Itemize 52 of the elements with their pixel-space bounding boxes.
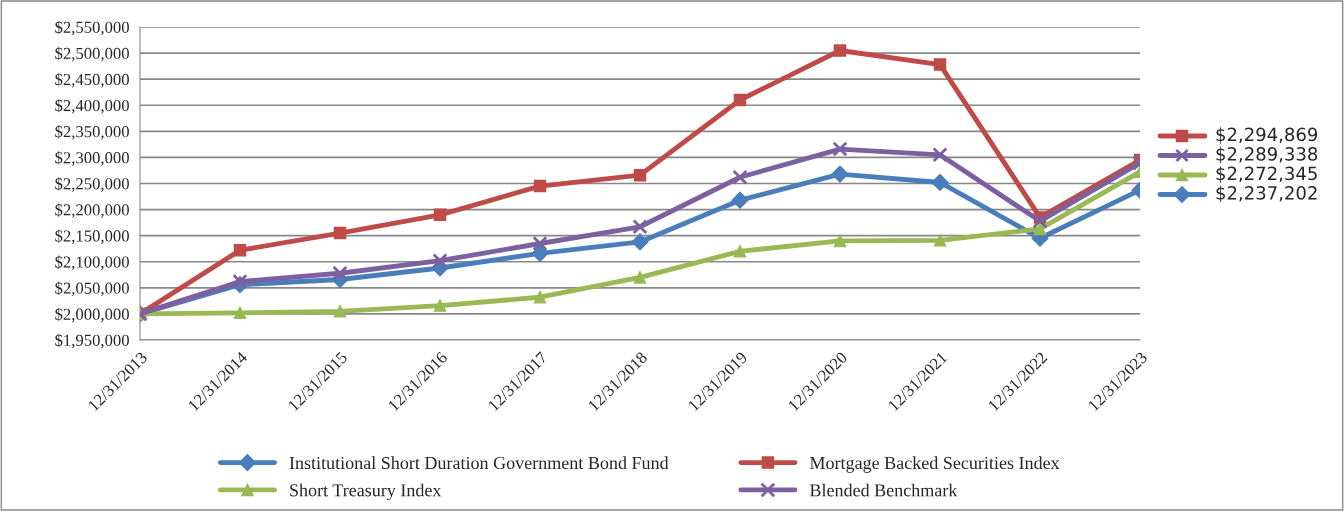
point (633, 271, 647, 284)
point (933, 58, 947, 71)
text: $2,289,338 (1216, 146, 1318, 164)
point (833, 234, 847, 248)
y-tick-label: $2,200,000 (55, 203, 129, 218)
y-tick-label: $2,350,000 (55, 125, 129, 140)
point (433, 208, 447, 222)
point (532, 235, 548, 252)
point (233, 244, 247, 257)
legend-label: Mortgage Backed Securities Index (809, 456, 1060, 473)
y-tick-label: $2,250,000 (55, 177, 129, 192)
text: $2,272,345 (1216, 166, 1317, 183)
point (731, 191, 749, 209)
point (533, 290, 547, 304)
point (632, 219, 648, 235)
y-tick-label: $2,300,000 (55, 151, 129, 166)
y-tick-label: $2,000,000 (55, 307, 129, 323)
point (631, 233, 649, 251)
y-tick-label: $2,550,000 (55, 20, 129, 36)
legend-label: Blended Benchmark (809, 483, 958, 497)
y-tick-label: $2,450,000 (55, 72, 129, 88)
point (833, 44, 847, 57)
point (832, 141, 848, 157)
text: $2,294,869 (1216, 127, 1318, 144)
point (1032, 213, 1048, 229)
point (432, 253, 448, 269)
point (733, 245, 747, 258)
legend-label: Institutional Short Duration Government Bond Fund (289, 456, 669, 470)
point (533, 179, 547, 193)
point (933, 234, 947, 247)
point (333, 226, 347, 240)
point (233, 306, 247, 320)
y-tick-label: $2,400,000 (55, 98, 129, 114)
point (733, 93, 747, 107)
y-tick-label: $2,100,000 (55, 255, 129, 271)
point (1033, 222, 1047, 236)
y-tick-label: $2,050,000 (55, 281, 129, 297)
point (732, 169, 748, 185)
point (332, 265, 348, 281)
point (232, 273, 248, 290)
legend-label: Short Treasury Index (290, 483, 442, 501)
point (531, 244, 549, 262)
point (633, 168, 647, 182)
point (333, 305, 347, 318)
text: $2,237,202 (1216, 185, 1317, 203)
y-tick-label: $2,150,000 (55, 229, 129, 245)
y-tick-label: $2,500,000 (55, 46, 129, 62)
point (932, 147, 948, 163)
point (831, 165, 849, 183)
point (931, 173, 949, 192)
y-tick-label: $1,950,000 (55, 333, 129, 349)
point (433, 299, 447, 312)
